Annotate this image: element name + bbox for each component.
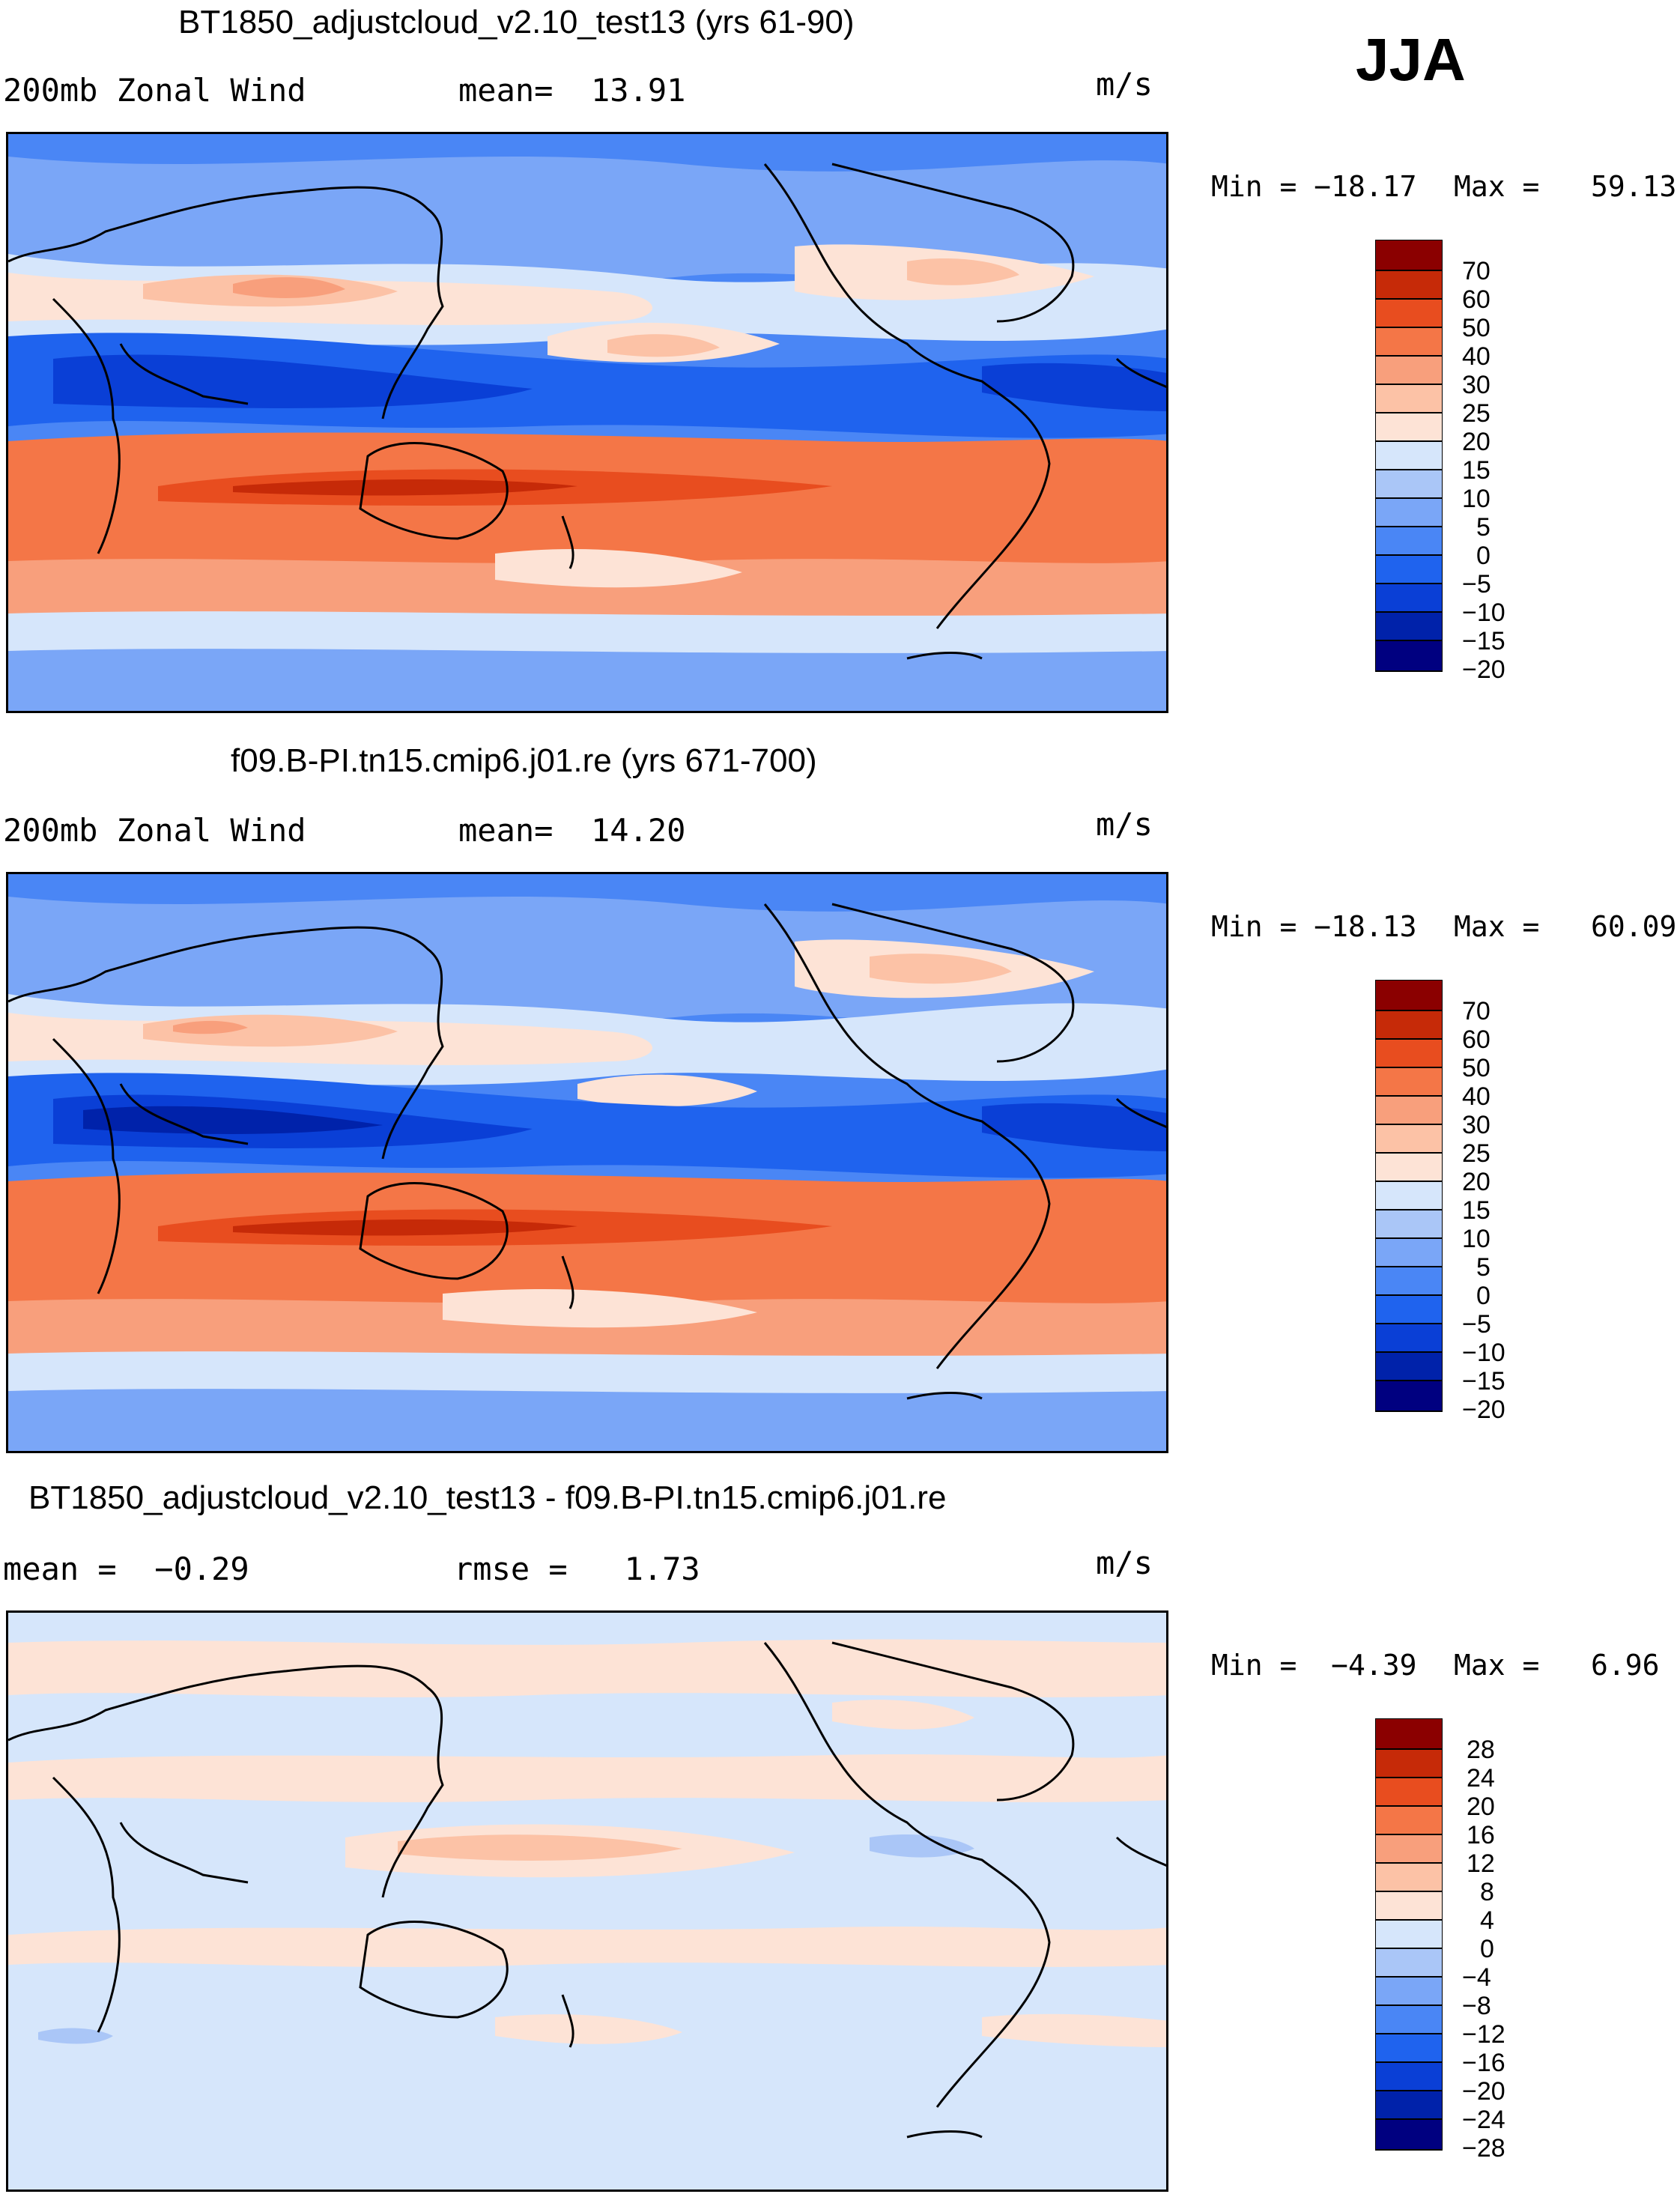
panel-top-colorbar xyxy=(1375,240,1443,704)
panel-middle-map xyxy=(6,872,1168,1453)
panel-bottom-tick: 16 xyxy=(1467,1821,1495,1849)
panel-top-min-label: Min = −18.17 xyxy=(1211,170,1417,203)
panel-bottom-rmse-label: rmse = 1.73 xyxy=(454,1551,700,1587)
panel-top-tick: 70 xyxy=(1462,257,1491,285)
panel-top-tick: −5 xyxy=(1462,570,1491,599)
panel-bottom-tick: 24 xyxy=(1467,1764,1495,1793)
panel-top-tick: 30 xyxy=(1462,371,1491,399)
panel-bottom-colorbar xyxy=(1375,1718,1443,2183)
panel-bottom-tick: −16 xyxy=(1462,2049,1505,2077)
panel-middle-tick: 30 xyxy=(1462,1111,1491,1139)
panel-middle-colorbar xyxy=(1375,980,1443,1444)
panel-top-tick: 20 xyxy=(1462,428,1491,456)
panel-top-units: m/s xyxy=(1096,66,1153,103)
panel-top-tick: −20 xyxy=(1462,655,1505,684)
panel-top-map xyxy=(6,132,1168,713)
panel-bottom-tick: −8 xyxy=(1462,1992,1491,2020)
panel-middle-tick: 60 xyxy=(1462,1025,1491,1054)
panel-middle-tick: 25 xyxy=(1462,1139,1491,1168)
panel-middle-min-label: Min = −18.13 xyxy=(1211,910,1417,943)
panel-middle-tick: 15 xyxy=(1462,1196,1491,1225)
panel-top-variable-label: 200mb Zonal Wind xyxy=(3,72,306,109)
panel-middle-tick: −10 xyxy=(1462,1339,1505,1367)
panel-top-mean-label: mean= 13.91 xyxy=(458,72,686,109)
panel-top-tick: −15 xyxy=(1462,627,1505,655)
panel-middle-tick: 50 xyxy=(1462,1054,1491,1082)
panel-top-max-label: Max = 59.13 xyxy=(1454,170,1677,203)
panel-top-tick: 40 xyxy=(1462,342,1491,371)
panel-top-tick: −10 xyxy=(1462,599,1505,627)
panel-bottom-max-label: Max = 6.96 xyxy=(1454,1649,1660,1682)
panel-top-title: BT1850_adjustcloud_v2.10_test13 (yrs 61-… xyxy=(178,4,855,40)
panel-middle-mean-label: mean= 14.20 xyxy=(458,812,686,849)
panel-bottom-tick: 12 xyxy=(1467,1849,1495,1878)
panel-middle-tick: 40 xyxy=(1462,1082,1491,1111)
panel-top-tick: 10 xyxy=(1462,485,1491,513)
panel-top-tick: 25 xyxy=(1462,399,1491,428)
panel-middle-title: f09.B-PI.tn15.cmip6.j01.re (yrs 671-700) xyxy=(231,742,817,779)
panel-middle-tick: −20 xyxy=(1462,1396,1505,1424)
panel-bottom-tick: 28 xyxy=(1467,1736,1495,1764)
panel-top-tick: 15 xyxy=(1462,456,1491,485)
panel-top-tick: 5 xyxy=(1476,513,1491,542)
panel-bottom-units: m/s xyxy=(1096,1545,1153,1581)
panel-bottom-min-label: Min = −4.39 xyxy=(1211,1649,1417,1682)
panel-middle-max-label: Max = 60.09 xyxy=(1454,910,1677,943)
panel-middle-tick: 20 xyxy=(1462,1168,1491,1196)
panel-bottom-tick: −28 xyxy=(1462,2134,1505,2163)
panel-middle-tick: 5 xyxy=(1476,1253,1491,1282)
panel-bottom-mean-label: mean = −0.29 xyxy=(3,1551,249,1587)
panel-middle-variable-label: 200mb Zonal Wind xyxy=(3,812,306,849)
panel-middle-tick: −15 xyxy=(1462,1367,1505,1396)
panel-middle-units: m/s xyxy=(1096,806,1153,843)
panel-bottom-tick: −4 xyxy=(1462,1963,1491,1992)
panel-bottom-tick: 4 xyxy=(1480,1906,1494,1935)
panel-bottom-tick: −24 xyxy=(1462,2106,1505,2134)
panel-bottom-map xyxy=(6,1610,1168,2192)
panel-top-tick: 50 xyxy=(1462,314,1491,342)
panel-middle-tick: −5 xyxy=(1462,1310,1491,1339)
panel-middle-tick: 10 xyxy=(1462,1225,1491,1253)
panel-bottom-tick: −20 xyxy=(1462,2077,1505,2106)
panel-middle-tick: 70 xyxy=(1462,997,1491,1025)
panel-top-tick: 0 xyxy=(1476,542,1491,570)
panel-middle-tick: 0 xyxy=(1476,1282,1491,1310)
panel-bottom-tick: 0 xyxy=(1480,1935,1494,1963)
panel-bottom-title: BT1850_adjustcloud_v2.10_test13 - f09.B-… xyxy=(28,1479,947,1516)
panel-top-tick: 60 xyxy=(1462,285,1491,314)
panel-bottom-tick: 8 xyxy=(1480,1878,1494,1906)
panel-bottom-tick: 20 xyxy=(1467,1793,1495,1821)
season-label: JJA xyxy=(1356,26,1466,93)
panel-bottom-tick: −12 xyxy=(1462,2020,1505,2049)
